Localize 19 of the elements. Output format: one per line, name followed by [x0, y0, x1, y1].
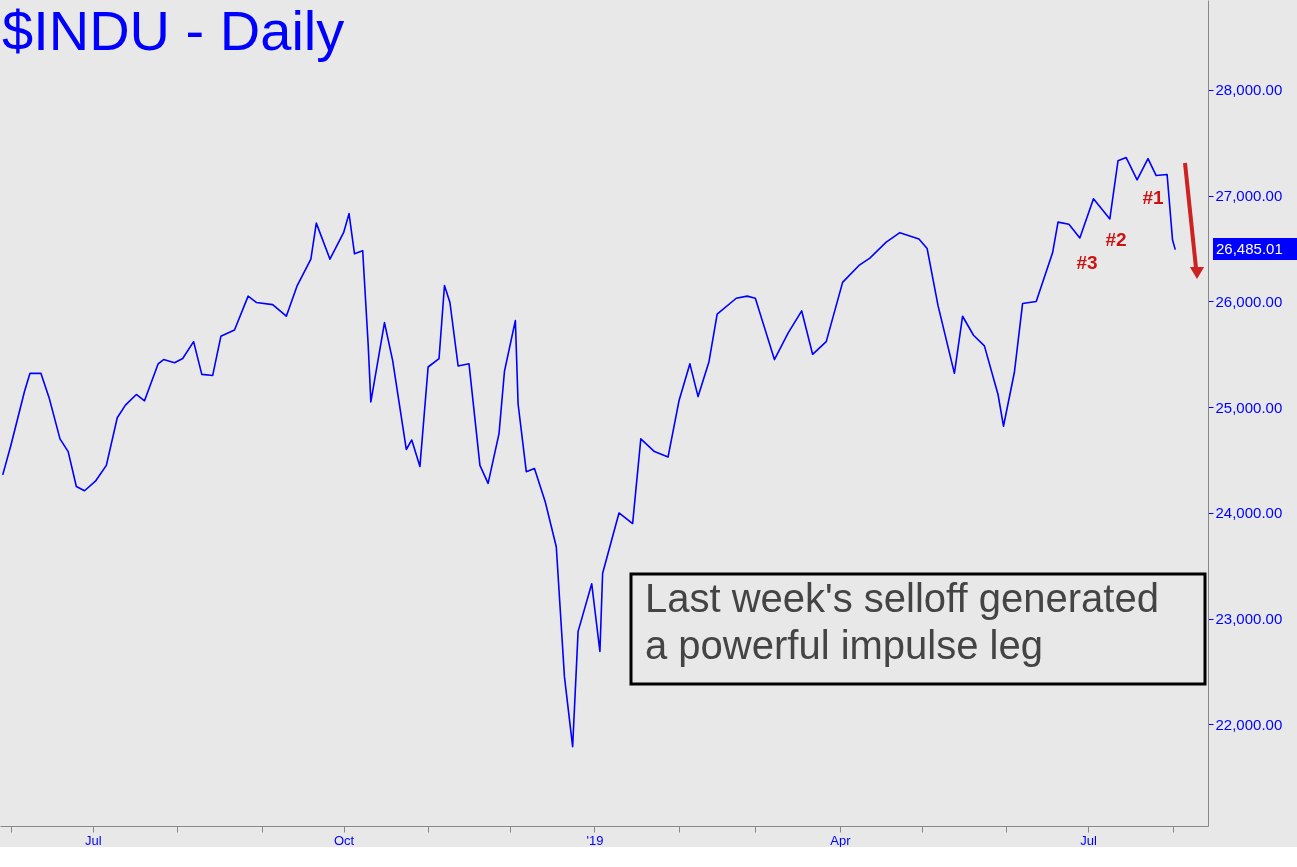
- x-tick-label: '19: [586, 832, 604, 848]
- x-tick-label: Apr: [830, 832, 852, 848]
- y-tick-label: 25,000.00: [1215, 398, 1283, 416]
- x-tick-label: Jul: [84, 832, 102, 848]
- x-tick-label: Jul: [1080, 832, 1097, 848]
- y-tick-label: 28,000.00: [1215, 81, 1283, 99]
- y-tick-label: 27,000.00: [1215, 187, 1283, 205]
- y-tick-label: 24,000.00: [1215, 504, 1283, 522]
- chart-title: $INDU - Daily: [2, 0, 345, 62]
- y-tick-label: 22,000.00: [1215, 715, 1283, 733]
- x-tick-label: Oct: [333, 832, 355, 848]
- line-series: [1, 156, 1177, 748]
- annotation: Last week's selloff generated a powerful impulse leg: [645, 576, 1159, 667]
- annotation: #1: [1142, 187, 1164, 208]
- y-tick-label: 26,000.00: [1215, 292, 1283, 310]
- annotation: #2: [1105, 229, 1127, 250]
- text: 26,485.01: [1216, 240, 1283, 257]
- annotation: #3: [1076, 252, 1098, 273]
- y-tick-label: 23,000.00: [1215, 610, 1283, 628]
